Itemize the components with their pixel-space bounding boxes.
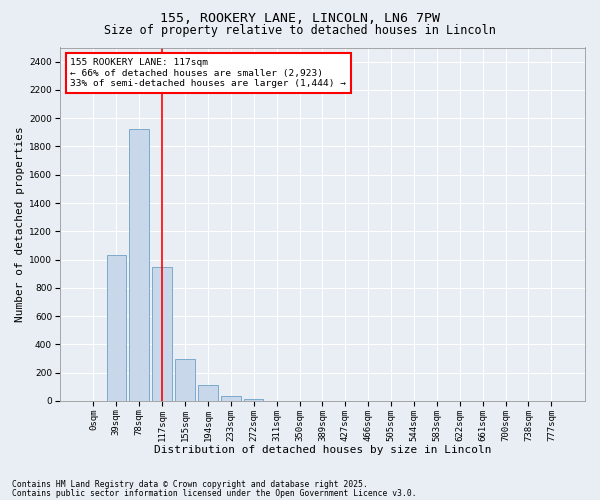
- Bar: [107, 256, 126, 401]
- Bar: [221, 396, 241, 401]
- Bar: [198, 386, 218, 401]
- Text: Contains public sector information licensed under the Open Government Licence v3: Contains public sector information licen…: [12, 488, 416, 498]
- Bar: [175, 359, 195, 401]
- X-axis label: Distribution of detached houses by size in Lincoln: Distribution of detached houses by size …: [154, 445, 491, 455]
- Bar: [130, 130, 149, 401]
- Bar: [152, 266, 172, 401]
- Bar: [244, 399, 263, 401]
- Text: Size of property relative to detached houses in Lincoln: Size of property relative to detached ho…: [104, 24, 496, 37]
- Y-axis label: Number of detached properties: Number of detached properties: [15, 126, 25, 322]
- Text: 155, ROOKERY LANE, LINCOLN, LN6 7PW: 155, ROOKERY LANE, LINCOLN, LN6 7PW: [160, 12, 440, 26]
- Text: Contains HM Land Registry data © Crown copyright and database right 2025.: Contains HM Land Registry data © Crown c…: [12, 480, 368, 489]
- Text: 155 ROOKERY LANE: 117sqm
← 66% of detached houses are smaller (2,923)
33% of sem: 155 ROOKERY LANE: 117sqm ← 66% of detach…: [70, 58, 346, 88]
